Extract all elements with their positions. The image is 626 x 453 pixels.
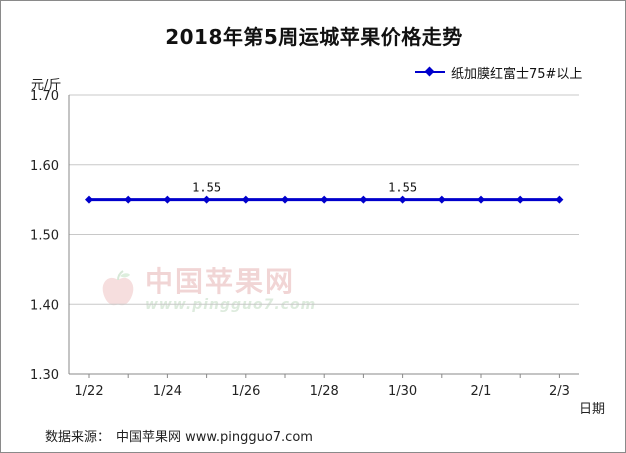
data-point [281,195,289,204]
watermark: 中国苹果网 www.pingguo7.com [99,267,316,313]
data-point [516,195,525,204]
y-tick-label: 1.30 [30,368,59,383]
x-tick-label: 1/26 [231,384,260,399]
data-point [477,195,485,204]
watermark-text: 中国苹果网 [145,265,296,298]
legend-label: 纸加膜红富士75#以上 [451,66,583,82]
data-point [555,195,564,204]
data-point [398,195,407,204]
x-tick-label: 1/28 [310,384,339,399]
data-point [241,195,250,204]
data-point [124,195,133,204]
data-label: 1.55 [192,181,221,195]
legend-swatch [415,66,445,78]
x-tick-label: 1/30 [388,384,417,399]
data-label: 1.55 [388,181,417,195]
data-point [320,195,329,204]
data-point [359,195,368,204]
y-tick-label: 1.70 [30,89,59,104]
y-tick-label: 1.60 [30,159,59,174]
apple-logo-icon [99,270,137,310]
data-point [437,195,446,204]
source-label: 数据来源： [45,430,111,445]
source-text: 中国苹果网 www.pingguo7.com [116,430,313,445]
y-tick-label: 1.40 [30,298,59,313]
watermark-url: www.pingguo7.com [145,297,317,313]
x-tick-label: 2/1 [471,384,492,399]
legend: 纸加膜红富士75#以上 [415,64,583,82]
y-tick-label: 1.50 [30,229,59,244]
x-tick-label: 1/24 [153,384,182,399]
source-line: 数据来源： 中国苹果网 www.pingguo7.com [45,426,313,445]
x-axis-label: 日期 [579,402,606,417]
chart-title: 2018年第5周运城苹果价格走势 [165,25,463,49]
y-axis-label: 元/斤 [31,78,62,93]
data-point [163,195,172,204]
data-point [202,195,211,204]
x-tick-label: 1/22 [74,384,103,399]
x-tick-label: 2/3 [549,384,570,399]
data-point [85,195,93,204]
